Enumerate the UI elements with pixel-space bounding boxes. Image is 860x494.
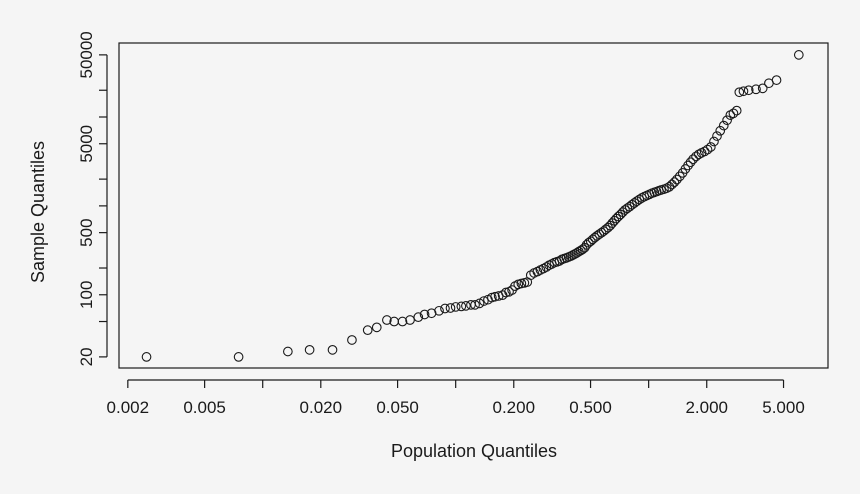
x-tick-label: 0.002 [107, 398, 150, 417]
data-point [771, 75, 782, 85]
data-point [632, 196, 642, 207]
data-point [490, 291, 500, 302]
data-point [693, 149, 704, 160]
data-points [141, 50, 804, 362]
data-point [674, 171, 685, 182]
x-tick-label: 5.000 [762, 398, 805, 417]
data-point [371, 322, 382, 333]
data-point [634, 194, 645, 205]
x-tick-label: 2.000 [685, 398, 728, 417]
y-tick-label: 50000 [77, 31, 96, 78]
data-point [283, 346, 293, 357]
data-point [629, 198, 640, 208]
data-point [743, 85, 754, 96]
x-tick-label: 0.200 [492, 398, 535, 417]
data-point [734, 87, 745, 98]
data-point [671, 174, 682, 185]
data-point [440, 303, 450, 314]
data-point [731, 105, 742, 116]
data-point [718, 120, 729, 131]
data-point [362, 325, 373, 335]
data-point [450, 302, 461, 312]
data-point [636, 193, 647, 203]
data-point [419, 309, 430, 320]
data-point [738, 86, 749, 97]
data-point [728, 108, 739, 119]
data-point [627, 199, 637, 210]
x-tick-label: 0.020 [300, 398, 343, 417]
data-point [664, 181, 675, 192]
data-point [669, 177, 680, 187]
data-point [688, 154, 698, 165]
data-point [304, 345, 315, 355]
data-point [405, 315, 415, 325]
x-tick-label: 0.500 [569, 398, 612, 417]
x-axis: 0.002 0.005 0.020 0.050 0.200 0.500 2.000 5.000 [107, 379, 805, 417]
data-point [233, 352, 244, 362]
data-point [705, 142, 716, 152]
y-tick-label: 100 [77, 281, 96, 309]
data-point [757, 83, 768, 94]
y-axis: 20 100 500 5000 50000 [77, 31, 108, 366]
data-point [691, 151, 701, 162]
data-point [712, 131, 722, 141]
data-point [702, 144, 713, 155]
x-tick-label: 0.005 [183, 398, 226, 417]
data-point [793, 50, 804, 60]
data-point [445, 303, 456, 313]
data-point [327, 345, 338, 355]
y-tick-label: 5000 [77, 125, 96, 163]
data-point [715, 125, 726, 136]
data-point [709, 136, 719, 147]
x-tick-label: 0.050 [376, 398, 419, 417]
y-axis-title: Sample Quantiles [28, 141, 48, 283]
data-point [470, 300, 480, 310]
data-point [456, 301, 467, 312]
data-point [751, 84, 761, 95]
data-point [479, 296, 489, 306]
data-point [413, 312, 424, 322]
plot-frame [118, 42, 829, 369]
data-point [683, 160, 693, 171]
x-axis-title: Population Quantiles [391, 441, 557, 461]
data-point [397, 316, 408, 327]
data-point [382, 315, 392, 325]
data-point [347, 335, 357, 345]
data-point [541, 262, 552, 272]
data-point [434, 305, 444, 316]
data-point [461, 301, 471, 311]
y-tick-label: 500 [77, 218, 96, 246]
data-point [667, 179, 677, 190]
data-point [685, 157, 696, 168]
data-point [141, 352, 152, 362]
y-tick-label: 20 [77, 347, 96, 366]
data-point [722, 115, 732, 126]
